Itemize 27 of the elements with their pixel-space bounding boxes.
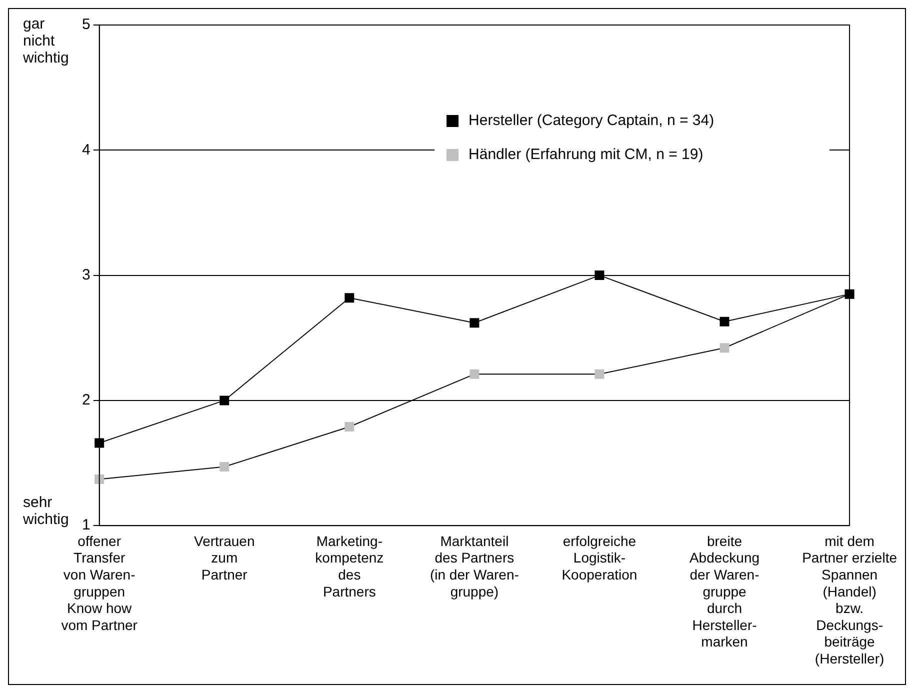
point [220, 462, 230, 472]
y-tick-label: 5 [82, 16, 90, 34]
y-tick-label: 3 [82, 266, 90, 284]
point [720, 343, 730, 353]
legend-label: Hersteller (Category Captain, n = 34) [468, 112, 714, 130]
y-tick-label: 1 [82, 516, 90, 534]
x-tick-label: erfolgreiche Logistik- Kooperation [562, 532, 638, 582]
x-tick-label: Marktanteil des Partners (in der Waren- gruppe) [430, 532, 520, 600]
text: gar nicht wichtig [22, 16, 69, 67]
point [720, 316, 730, 326]
x-tick-label: Vertrauen zum Partner [194, 532, 255, 582]
point [470, 318, 480, 328]
y-tick-label: 4 [82, 141, 90, 158]
legend-label: Händler (Erfahrung mit CM, n = 19) [468, 146, 704, 164]
point [594, 369, 604, 379]
point [470, 369, 480, 379]
point [344, 293, 354, 303]
x-tick-label: offener Transfer von Waren- gruppen Know how vom Partner [61, 532, 138, 633]
x-tick-label: Marketing- kompetenz des Partners [315, 532, 384, 600]
point [220, 396, 230, 406]
text: sehr wichtig [22, 494, 69, 528]
point [344, 422, 354, 432]
y-tick-label: 2 [82, 392, 90, 409]
point [94, 474, 104, 484]
point [594, 270, 604, 280]
x-tick-label: mit dem Partner erzielte Spannen (Handel) bzw. Deckungs- beiträge (Hersteller) [802, 532, 898, 666]
x-tick-label: breite Abdeckung der Waren- gruppe durch Hersteller- marken [689, 532, 760, 650]
